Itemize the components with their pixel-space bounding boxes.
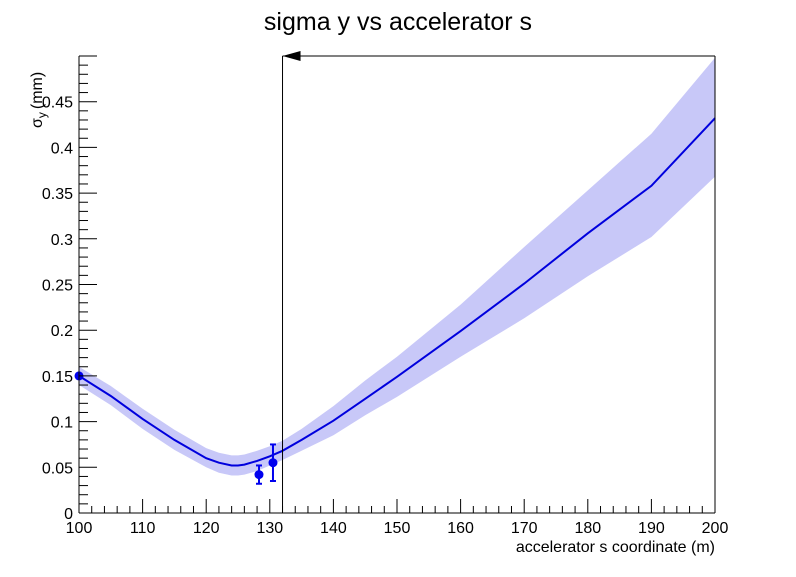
y-axis-label: σy (mm): [29, 72, 49, 128]
x-tick-label: 140: [320, 520, 347, 537]
data-point: [254, 464, 264, 485]
y-tick-label: 0.2: [51, 323, 73, 340]
y-tick-label: 0.45: [42, 95, 73, 112]
data-point: [268, 443, 278, 483]
y-tick-label: 0: [64, 506, 73, 523]
fit-line: [78, 117, 716, 467]
y-tick-label: 0.1: [51, 415, 73, 432]
error-band-layer: [79, 57, 715, 476]
y-axis-label-unit: (mm): [29, 72, 46, 109]
x-tick-label: 120: [193, 520, 220, 537]
x-tick-label: 100: [66, 520, 93, 537]
y-tick-label: 0.35: [42, 186, 73, 203]
x-tick-label: 200: [702, 520, 729, 537]
x-tick-label: 130: [256, 520, 283, 537]
fit-line-layer: [78, 117, 716, 467]
chart-title: sigma y vs accelerator s: [264, 8, 532, 36]
x-tick-label: 180: [574, 520, 601, 537]
svg-text:σy(mm): σy (mm): [29, 72, 49, 128]
x-tick-label: 150: [384, 520, 411, 537]
y-axis-label-subscript: y: [35, 112, 49, 118]
y-tick-label: 0.3: [51, 232, 73, 249]
data-point-marker: [268, 458, 278, 468]
x-tick-label: 160: [447, 520, 474, 537]
x-tick-label: 170: [511, 520, 538, 537]
y-tick-label: 0.25: [42, 278, 73, 295]
y-tick-label: 0.05: [42, 460, 73, 477]
marker-arrow-head: [282, 51, 301, 61]
x-axis-label: accelerator s coordinate (m): [516, 539, 715, 556]
y-tick-label: 0.4: [51, 140, 73, 157]
y-axis-label-symbol: σ: [29, 118, 46, 128]
y-tick-label: 0.15: [42, 369, 73, 386]
error-band: [79, 57, 715, 476]
x-tick-label: 110: [130, 520, 156, 537]
data-point-marker: [254, 470, 264, 480]
x-tick-label: 190: [638, 520, 665, 537]
marker-layer: [282, 51, 715, 513]
axes-layer: 100 110 120 130 140 150 160 170 180 190 200 0 0.05 0.…: [42, 55, 729, 537]
